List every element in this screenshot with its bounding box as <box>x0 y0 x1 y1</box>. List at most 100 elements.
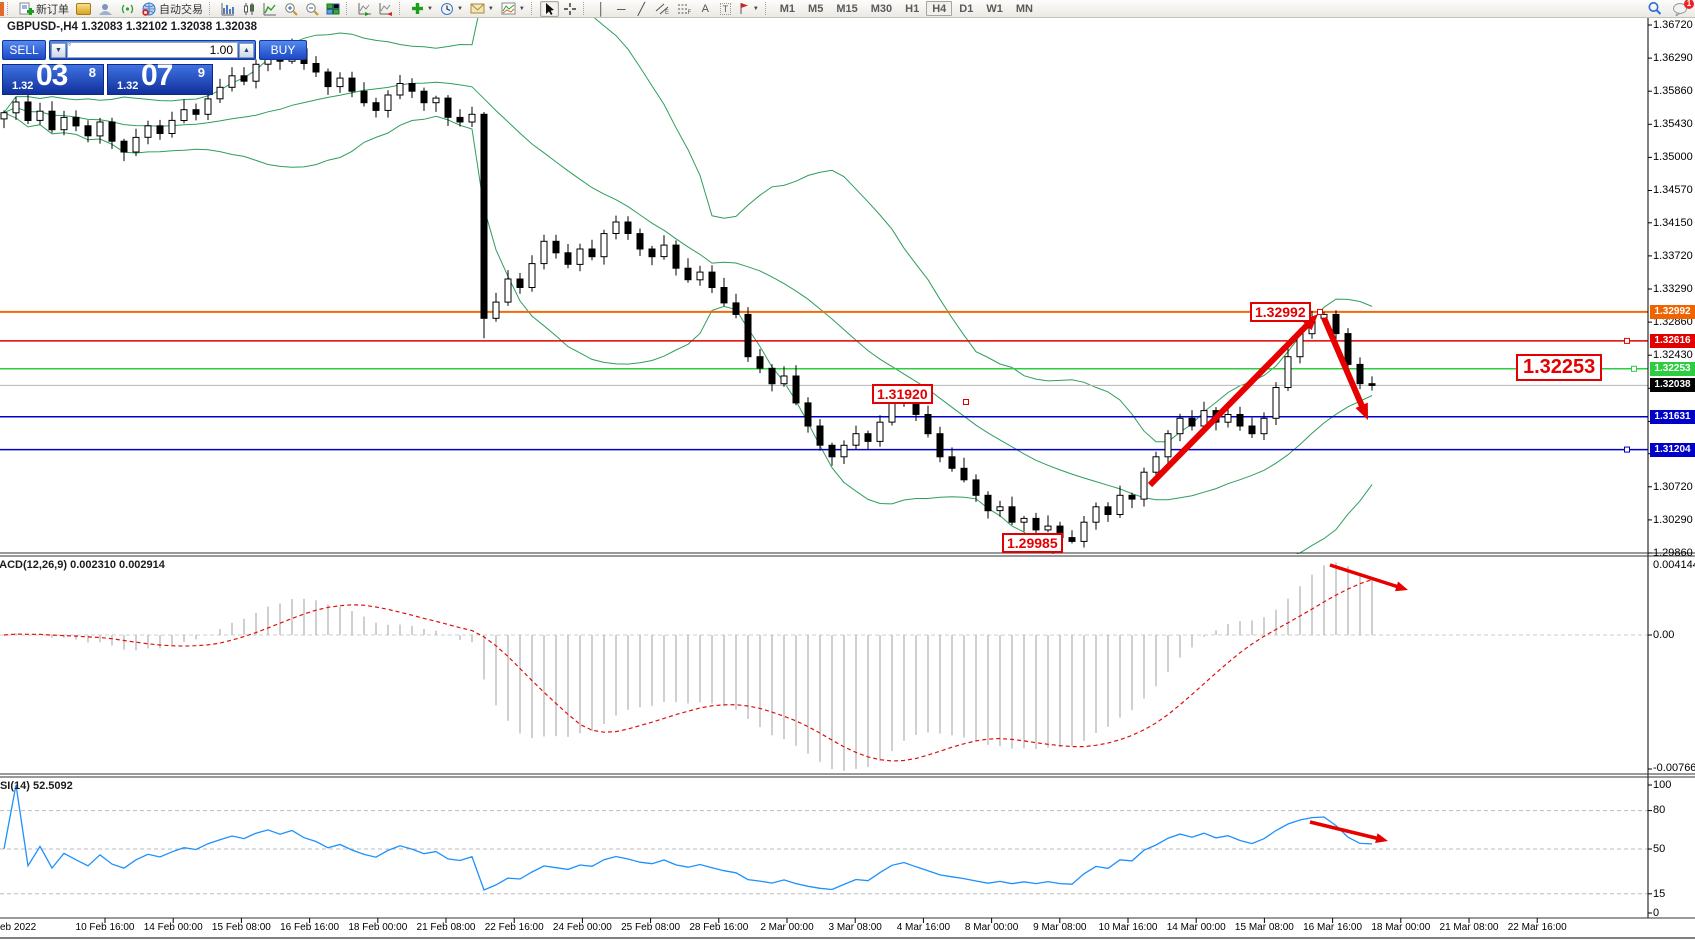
price-axis-tick: 1.29860 <box>1653 547 1693 559</box>
price-axis-tick: 1.33290 <box>1653 283 1693 295</box>
price-line-label: 1.32253 <box>1650 361 1695 376</box>
tile-windows-button[interactable] <box>323 1 343 17</box>
rsi-axis-label: 15 <box>1653 888 1666 900</box>
svg-text:E: E <box>665 10 669 15</box>
sell-button[interactable]: SELL <box>2 40 46 60</box>
indicators-button[interactable]: ▼ <box>408 1 436 17</box>
timeframe-button-H4[interactable]: H4 <box>926 1 953 16</box>
autotrading-label: 自动交易 <box>159 3 203 16</box>
horizontal-line-tool-button[interactable]: ─ <box>612 1 631 17</box>
price-line-label: 1.32038 <box>1650 378 1695 393</box>
autotrading-button[interactable]: 自动交易 <box>139 1 206 17</box>
timeframe-button-M1[interactable]: M1 <box>774 1 801 16</box>
volume-tick-mark: ° <box>68 42 72 51</box>
buy-button[interactable]: BUY <box>259 40 307 60</box>
timeframe-button-W1[interactable]: W1 <box>980 1 1009 16</box>
price-axis-tick: 1.35000 <box>1653 151 1693 164</box>
arrows-tool-button[interactable]: ▼ <box>736 1 762 17</box>
time-axis-label: 25 Feb 08:00 <box>621 922 681 933</box>
fibonacci-icon: F <box>677 4 691 15</box>
navigator-button[interactable] <box>117 1 138 17</box>
chart-title: GBPUSD-,H4 1.32083 1.32102 1.32038 1.320… <box>7 21 257 33</box>
navigator-icon <box>121 4 134 13</box>
sell-price-prefix: 1.32 <box>12 80 34 92</box>
text-label-tool-button[interactable]: T <box>716 1 735 17</box>
cursor-tool-button[interactable] <box>539 0 559 17</box>
volume-down-button[interactable]: ▼ <box>51 42 66 58</box>
svg-text:F: F <box>687 10 691 15</box>
price-axis-tick: 1.33720 <box>1653 249 1693 262</box>
price-callout-peak[interactable]: 1.32992 <box>1250 302 1311 322</box>
fibonacci-tool-button[interactable]: F <box>674 1 695 17</box>
price-axis-tick: 1.34570 <box>1653 184 1693 197</box>
profiles-button[interactable]: ▼ <box>498 1 528 17</box>
zoom-in-button[interactable] <box>281 1 301 17</box>
time-axis-label: 28 Feb 16:00 <box>689 922 749 933</box>
data-window-icon <box>99 3 112 15</box>
toolbar-separator <box>530 2 537 15</box>
zoom-out-button[interactable] <box>302 1 322 17</box>
new-order-icon <box>19 2 34 15</box>
buy-price-pip: 9 <box>197 65 205 80</box>
one-click-trading-panel: SELL ▼ ▲ BUY 1.32 03 8 1.32 07 9 <box>2 40 307 95</box>
periods-button[interactable]: ▼ <box>437 1 466 17</box>
trendline-icon: ╱ <box>637 1 645 16</box>
market-watch-button[interactable] <box>73 1 94 17</box>
zoom-out-icon <box>306 2 319 16</box>
auto-scroll-button[interactable] <box>355 1 375 17</box>
chart-shift-icon <box>379 2 392 16</box>
crosshair-tool-button[interactable] <box>560 1 580 17</box>
candlestick-icon <box>244 2 254 15</box>
trendline-tool-button[interactable]: ╱ <box>632 1 651 17</box>
text-icon: A <box>701 2 709 15</box>
price-callout-pullback[interactable]: 1.31920 <box>872 384 933 404</box>
notifications-button[interactable]: 1 <box>1669 0 1694 17</box>
templates-button[interactable]: ▼ <box>467 1 497 17</box>
volume-up-button[interactable]: ▲ <box>239 42 254 58</box>
time-axis-label: 21 Mar 08:00 <box>1439 922 1499 933</box>
template-icon <box>470 3 485 14</box>
price-axis-tick: 1.36720 <box>1653 19 1693 31</box>
bar-chart-mode-button[interactable] <box>218 1 238 17</box>
new-order-button[interactable]: 新订单 <box>16 1 72 17</box>
cursor-icon <box>546 2 555 15</box>
price-line-label: 1.32992 <box>1650 304 1695 319</box>
price-callout-target[interactable]: 1.32253 <box>1516 354 1603 381</box>
rsi-axis-label: 100 <box>1653 779 1672 791</box>
macd-indicator-label: MACD(12,26,9) 0.002310 0.002914 <box>0 559 165 571</box>
buy-price-panel[interactable]: 1.32 07 9 <box>107 59 213 95</box>
dropdown-caret-icon: ▼ <box>752 5 759 12</box>
timeframe-button-MN[interactable]: MN <box>1010 1 1039 16</box>
chart-shift-button[interactable] <box>376 1 396 17</box>
vertical-line-tool-button[interactable]: │ <box>592 1 611 17</box>
time-axis-label: 8 Mar 00:00 <box>964 922 1019 933</box>
toolbar-right: 1 <box>1644 0 1694 17</box>
indicators-plus-icon <box>412 3 423 14</box>
data-window-button[interactable] <box>95 1 116 17</box>
sell-price-panel[interactable]: 1.32 03 8 <box>2 59 104 95</box>
crosshair-icon <box>563 2 576 15</box>
timeframe-button-D1[interactable]: D1 <box>953 1 979 16</box>
timeframe-button-M15[interactable]: M15 <box>830 1 863 16</box>
profiles-chart-icon <box>501 2 516 15</box>
time-axis-label: 16 Feb 16:00 <box>280 922 340 933</box>
search-icon <box>1648 2 1662 15</box>
line-chart-mode-button[interactable] <box>260 1 280 17</box>
time-axis-label: 10 Feb 16:00 <box>75 922 135 933</box>
time-axis-label: eb 2022 <box>0 922 37 933</box>
channel-tool-button[interactable]: E <box>652 1 673 17</box>
vertical-line-icon: │ <box>597 1 606 16</box>
volume-input[interactable] <box>67 42 238 58</box>
price-callout-low[interactable]: 1.29985 <box>1002 533 1063 553</box>
timeframe-button-M30[interactable]: M30 <box>865 1 898 16</box>
search-button[interactable] <box>1644 1 1665 17</box>
text-label-icon: T <box>719 2 732 15</box>
text-tool-button[interactable]: A <box>696 1 715 17</box>
time-axis-label: 14 Feb 00:00 <box>143 922 203 933</box>
candlestick-mode-button[interactable] <box>239 1 259 17</box>
timeframe-button-M5[interactable]: M5 <box>802 1 829 16</box>
arrow-flag-icon <box>740 3 748 14</box>
time-axis-label: 22 Mar 16:00 <box>1507 922 1567 933</box>
timeframe-button-H1[interactable]: H1 <box>899 1 925 16</box>
